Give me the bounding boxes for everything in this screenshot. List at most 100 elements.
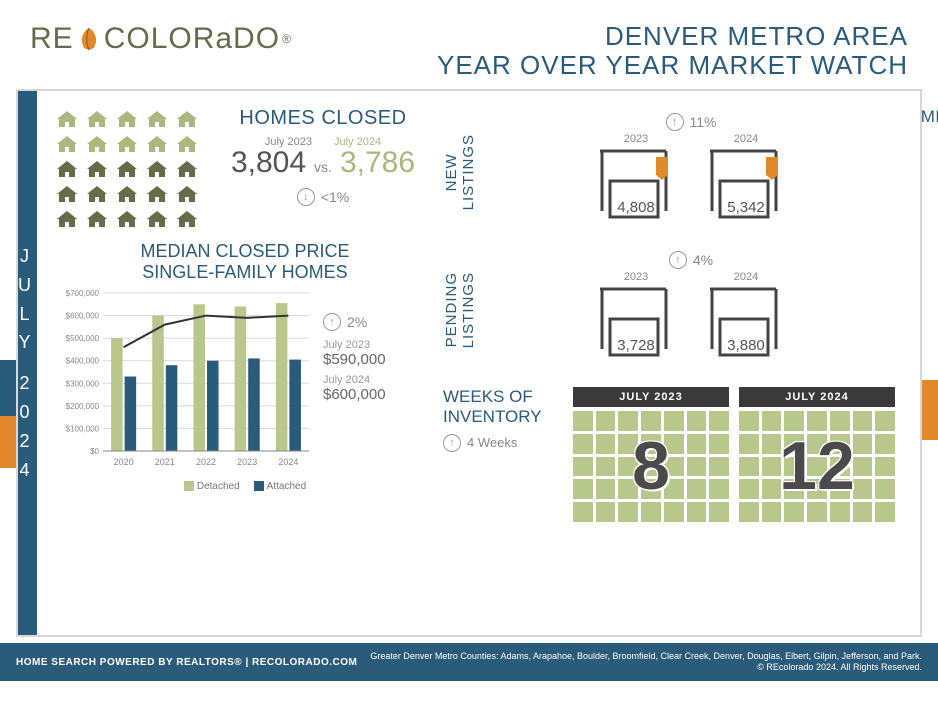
- svg-text:$0: $0: [90, 447, 99, 456]
- svg-text:$700,000: $700,000: [66, 289, 100, 298]
- house-icon: [115, 109, 139, 129]
- legend-swatch-attached: [254, 481, 264, 491]
- new-b-year: 2024: [700, 133, 792, 145]
- house-icon: [115, 134, 139, 154]
- calendar-b: JULY 2024 12: [739, 387, 895, 526]
- middle-column: NEWLISTINGS ↑ 11% 2023 4,808 2024 5,342 PEN…: [443, 107, 895, 625]
- weeks-change: 4 Weeks: [467, 436, 517, 451]
- house-icon: [85, 109, 109, 129]
- calendar-icon-b: 2024 16: [933, 254, 938, 350]
- cal-b-val: 12: [739, 407, 895, 526]
- house-icon: [55, 109, 79, 129]
- accent-blue: [0, 360, 16, 416]
- vs-label: vs.: [314, 159, 332, 175]
- svg-text:$500,000: $500,000: [66, 334, 100, 343]
- new-listings-label: NEWLISTINGS: [443, 134, 477, 210]
- main-panel: JULY 2024 HOMES CLOSED July 2023 July 20…: [16, 89, 922, 637]
- house-icon: [145, 209, 169, 229]
- pending-listings-label: PENDINGLISTINGS: [443, 272, 477, 348]
- house-icon: [85, 184, 109, 204]
- price-a-val: $590,000: [323, 351, 386, 368]
- accent-orange-left: [0, 416, 16, 468]
- new-listings-section: NEWLISTINGS ↑ 11% 2023 4,808 2024 5,342: [443, 107, 895, 237]
- svg-text:$200,000: $200,000: [66, 401, 100, 410]
- median-price-chart: $0$100,000$200,000$300,000$400,000$500,0…: [55, 289, 315, 479]
- footer: HOME SEARCH POWERED BY REALTORS® | RECOL…: [0, 643, 938, 681]
- calendar-a: JULY 2023 8: [573, 387, 729, 526]
- logo-post: COLORaDO: [104, 22, 280, 56]
- period-tab: JULY 2024: [18, 91, 37, 635]
- right-column: MEDIAN DAYS IN MLS 2023 9 2024 16 ↑7 Day…: [903, 107, 938, 625]
- house-icon: [145, 159, 169, 179]
- house-icon: [175, 134, 199, 154]
- pending-listings-section: PENDINGLISTINGS ↑ 4% 2023 3,728 2024 3,880: [443, 245, 895, 375]
- new-a-year: 2023: [590, 133, 682, 145]
- title-line1: DENVER METRO AREA: [437, 22, 908, 51]
- house-icon: [85, 209, 109, 229]
- weeks-title: WEEKS OF INVENTORY: [443, 387, 563, 426]
- up-arrow-icon: ↑: [666, 113, 684, 131]
- logo: RE COLORaDO ®: [30, 22, 292, 56]
- svg-text:2024: 2024: [278, 457, 298, 467]
- homes-closed-section: HOMES CLOSED July 2023 July 2024 3,804 v…: [55, 107, 435, 231]
- pending-b-year: 2024: [700, 271, 792, 283]
- house-icon: [145, 109, 169, 129]
- tab-year: 2024: [19, 369, 35, 484]
- house-icon: [85, 134, 109, 154]
- pending-change: 4%: [693, 252, 713, 268]
- price-b-label: July 2024: [323, 374, 386, 386]
- logo-reg: ®: [282, 32, 292, 46]
- up-arrow-icon: ↑: [323, 313, 341, 331]
- house-icon: [175, 109, 199, 129]
- house-icon: [55, 184, 79, 204]
- pending-a-year: 2023: [590, 271, 682, 283]
- weeks-inventory-section: WEEKS OF INVENTORY ↑4 Weeks JULY 2023 8 …: [443, 387, 895, 526]
- svg-text:$400,000: $400,000: [66, 356, 100, 365]
- footer-right: Greater Denver Metro Counties: Adams, Ar…: [370, 651, 922, 673]
- new-b-val: 5,342: [727, 199, 765, 216]
- house-icon: [145, 184, 169, 204]
- closed-val-b: 3,786: [340, 146, 415, 180]
- house-icon: [55, 159, 79, 179]
- chart-legend: Detached Attached: [55, 481, 435, 492]
- house-icon: [115, 184, 139, 204]
- svg-text:$100,000: $100,000: [66, 424, 100, 433]
- legend-swatch-detached: [184, 481, 194, 491]
- new-a-val: 4,808: [617, 199, 655, 216]
- svg-text:$600,000: $600,000: [66, 311, 100, 320]
- sign-icon: 5,342: [700, 145, 792, 231]
- up-arrow-icon: ↑: [669, 251, 687, 269]
- left-column: HOMES CLOSED July 2023 July 2024 3,804 v…: [55, 107, 435, 625]
- closed-val-a: 3,804: [231, 146, 306, 180]
- price-a-label: July 2023: [323, 339, 386, 351]
- leaf-icon: [76, 26, 102, 52]
- closed-change: <1%: [321, 189, 349, 205]
- pending-a-val: 3,728: [617, 337, 655, 354]
- chart-title: MEDIAN CLOSED PRICE SINGLE-FAMILY HOMES: [55, 241, 435, 282]
- house-icon: [115, 209, 139, 229]
- page-title: DENVER METRO AREA YEAR OVER YEAR MARKET …: [437, 22, 908, 79]
- svg-text:2022: 2022: [196, 457, 216, 467]
- pending-b-val: 3,880: [727, 337, 765, 354]
- chart-sidebar: ↑ 2% July 2023 $590,000 July 2024 $600,00…: [323, 289, 386, 479]
- house-icon: [145, 134, 169, 154]
- price-b-val: $600,000: [323, 386, 386, 403]
- new-change: 11%: [690, 114, 717, 130]
- house-icon: [115, 159, 139, 179]
- title-line2: YEAR OVER YEAR MARKET WATCH: [437, 51, 908, 80]
- sign-icon: 3,728: [590, 283, 682, 369]
- house-icon: [55, 209, 79, 229]
- header: RE COLORaDO ® DENVER METRO AREA YEAR OVE…: [0, 0, 938, 89]
- house-icon: [175, 159, 199, 179]
- house-icon: [175, 184, 199, 204]
- price-change: 2%: [347, 314, 367, 330]
- down-arrow-icon: ↓: [297, 188, 315, 206]
- svg-text:2020: 2020: [114, 457, 134, 467]
- cal-a-val: 8: [573, 407, 729, 526]
- up-arrow-icon: ↑: [443, 434, 461, 452]
- house-grid: [55, 107, 199, 231]
- sign-icon: 4,808: [590, 145, 682, 231]
- logo-pre: RE: [30, 22, 74, 56]
- sign-icon: 3,880: [700, 283, 792, 369]
- house-icon: [55, 134, 79, 154]
